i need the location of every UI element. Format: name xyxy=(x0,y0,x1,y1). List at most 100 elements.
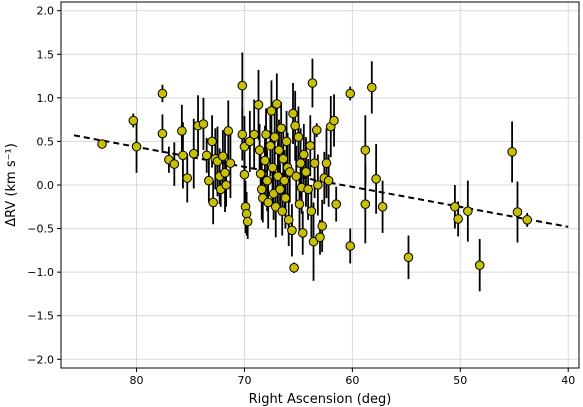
data-point xyxy=(305,140,316,151)
data-point xyxy=(313,180,323,190)
y-axis-label: ΔRV (km s⁻¹) xyxy=(4,143,19,227)
x-tick-label: 40 xyxy=(561,374,575,387)
data-point xyxy=(182,173,193,183)
data-point xyxy=(287,225,297,236)
data-point xyxy=(276,123,286,134)
data-point xyxy=(367,82,377,93)
data-point xyxy=(198,119,209,129)
data-point xyxy=(291,171,302,182)
data-point xyxy=(223,126,234,136)
data-point xyxy=(463,206,473,216)
data-point xyxy=(307,78,318,88)
data-point xyxy=(177,126,187,136)
data-point xyxy=(269,132,280,142)
data-point xyxy=(279,175,290,186)
data-point xyxy=(321,158,332,169)
y-tick-label: −2.0 xyxy=(27,353,54,366)
data-point xyxy=(242,216,253,227)
data-point xyxy=(268,188,279,199)
data-point xyxy=(169,159,180,169)
data-point xyxy=(241,208,252,219)
data-point xyxy=(188,148,199,159)
data-point xyxy=(474,260,485,270)
data-point xyxy=(204,175,214,186)
data-point xyxy=(512,207,523,217)
data-point xyxy=(263,197,274,208)
data-point xyxy=(237,80,248,91)
data-point xyxy=(331,199,341,209)
data-point xyxy=(281,136,292,147)
data-point xyxy=(360,145,371,155)
data-point xyxy=(239,169,250,180)
data-point xyxy=(289,262,299,273)
data-point xyxy=(267,162,278,173)
data-point xyxy=(178,150,188,161)
data-point xyxy=(301,167,311,177)
data-point xyxy=(311,125,322,135)
data-point xyxy=(507,147,517,157)
data-point xyxy=(280,193,291,203)
data-point xyxy=(265,140,276,151)
y-tick-label: 2.0 xyxy=(37,5,55,18)
data-point xyxy=(157,88,168,99)
data-point xyxy=(453,214,463,224)
y-tick-label: 1.0 xyxy=(37,92,55,105)
data-point xyxy=(128,115,139,126)
data-point xyxy=(278,154,289,164)
data-point xyxy=(403,252,414,263)
y-tick-label: −1.5 xyxy=(27,310,54,323)
data-point xyxy=(225,158,236,169)
data-point xyxy=(255,168,266,179)
data-point xyxy=(221,180,231,190)
data-point xyxy=(262,175,272,186)
data-point xyxy=(294,199,305,209)
data-point xyxy=(260,155,270,166)
data-point xyxy=(317,221,327,231)
data-point xyxy=(131,141,142,152)
y-tick-label: 0.5 xyxy=(37,135,55,148)
data-point xyxy=(303,184,313,195)
data-point xyxy=(377,201,388,212)
data-point xyxy=(208,197,218,208)
data-point xyxy=(237,129,248,140)
data-points xyxy=(97,78,533,273)
data-point xyxy=(283,215,294,225)
data-point xyxy=(297,228,308,238)
data-point xyxy=(277,206,288,216)
x-tick-label: 60 xyxy=(345,374,359,387)
data-point xyxy=(299,149,309,160)
x-axis-label: Right Ascension (deg) xyxy=(249,392,392,407)
data-point xyxy=(323,175,334,186)
data-point xyxy=(308,236,319,247)
y-tick-label: 0.0 xyxy=(37,179,55,192)
data-point xyxy=(273,171,283,182)
data-point xyxy=(522,215,533,225)
y-tick-label: −1.0 xyxy=(27,266,54,279)
data-point xyxy=(284,167,295,177)
data-point xyxy=(360,199,371,209)
x-tick-label: 80 xyxy=(130,374,144,387)
data-point xyxy=(371,174,381,184)
data-point xyxy=(253,100,264,110)
data-point xyxy=(218,151,228,162)
data-point xyxy=(157,128,168,139)
data-point xyxy=(97,139,107,149)
x-axis-ticks: 80 70 60 50 40 xyxy=(130,368,575,387)
data-point xyxy=(201,150,212,161)
data-point xyxy=(345,241,356,251)
data-point xyxy=(309,158,320,169)
data-point xyxy=(245,136,255,147)
data-point xyxy=(290,120,300,131)
data-point xyxy=(293,132,304,142)
data-point xyxy=(295,158,306,169)
data-point xyxy=(249,129,259,140)
data-point xyxy=(256,184,267,195)
data-point xyxy=(329,115,339,126)
y-tick-label: 1.5 xyxy=(37,48,55,61)
y-tick-label: −0.5 xyxy=(27,223,54,236)
data-point xyxy=(306,206,317,216)
data-point xyxy=(270,201,281,212)
data-point xyxy=(288,108,298,119)
data-point xyxy=(345,88,356,99)
